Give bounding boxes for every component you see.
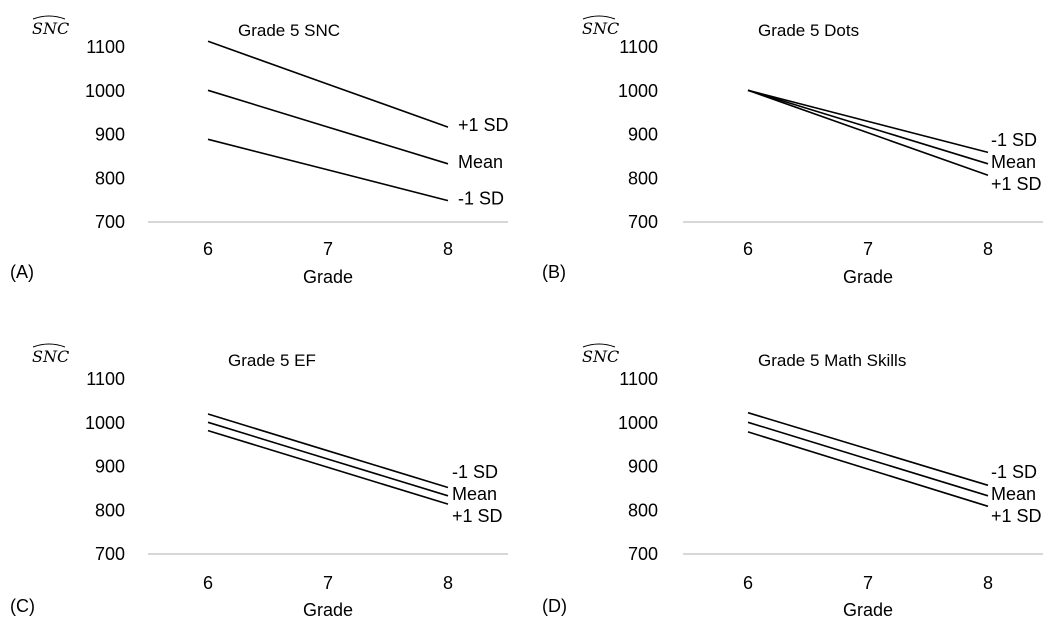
y-tick-label: 700	[628, 544, 658, 564]
series-line-mean	[207, 421, 449, 497]
series-label-plusminus-1-sd: +1 SD	[458, 115, 509, 135]
y-tick-label: 700	[95, 544, 125, 564]
x-axis-label: Grade	[843, 600, 893, 619]
y-tick-label: 800	[628, 500, 658, 520]
y-tick-label: 1100	[86, 37, 125, 57]
series-label-mean: Mean	[991, 484, 1036, 504]
series-label-plusminus-1-sd: +1 SD	[991, 174, 1042, 194]
panel-label: (D)	[542, 596, 567, 616]
y-axis-label-hat	[32, 343, 66, 348]
x-tick-label: 6	[743, 573, 753, 593]
chart-title: Grade 5 Dots	[758, 21, 859, 40]
y-tick-label: 1100	[619, 37, 658, 57]
y-tick-label: 900	[95, 125, 125, 145]
y-axis-label: SNC	[582, 19, 619, 38]
series-line-plusminus-1-sd	[207, 40, 449, 128]
y-axis-label: SNC	[32, 19, 69, 38]
series-line-mean	[207, 89, 449, 165]
y-axis-label: SNC	[582, 347, 619, 366]
x-tick-label: 8	[983, 573, 993, 593]
chart-title: Grade 5 EF	[228, 351, 316, 370]
y-tick-label: 900	[628, 125, 658, 145]
chart-panel-a: SNC Grade 5 SNC 1100 1000 900 800 700 6 7 8 Grade (…	[0, 0, 528, 300]
chart-title: Grade 5 SNC	[238, 21, 340, 40]
y-tick-label: 900	[628, 457, 658, 477]
panel-label: (C)	[10, 596, 35, 616]
chart-svg: SNC Grade 5 Math Skills 1100 1000 900 800 700 6…	[542, 343, 1043, 619]
y-tick-label: 1100	[619, 369, 658, 389]
y-axis-label-hat	[582, 15, 616, 20]
series-line-plusminus-1-sd	[747, 431, 989, 508]
series-label-minus-1-sd: -1 SD	[991, 462, 1037, 482]
y-tick-label: 700	[95, 212, 125, 232]
y-tick-label: 700	[628, 212, 658, 232]
series-label-mean: Mean	[991, 152, 1036, 172]
series-label-mean: Mean	[452, 484, 497, 504]
y-tick-label: 800	[95, 500, 125, 520]
series-line-plusminus-1-sd	[747, 89, 989, 176]
chart-panel-b: SNC Grade 5 Dots 1100 1000 900 800 700 6 7 8 Grade…	[540, 0, 1055, 300]
series-label-mean: Mean	[458, 152, 503, 172]
x-tick-label: 6	[203, 239, 213, 259]
x-tick-label: 7	[323, 239, 333, 259]
series-line-plusminus-1-sd	[207, 429, 449, 505]
y-tick-label: 1000	[618, 81, 658, 101]
y-tick-label: 800	[95, 168, 125, 188]
y-tick-label: 1100	[86, 369, 125, 389]
x-tick-label: 8	[983, 239, 993, 259]
series-label-minus-1-sd: -1 SD	[452, 462, 498, 482]
chart-panel-d: SNC Grade 5 Math Skills 1100 1000 900 800 700 6…	[540, 330, 1055, 619]
series-label-minus-1-sd: -1 SD	[991, 130, 1037, 150]
chart-title: Grade 5 Math Skills	[758, 351, 906, 370]
panel-label: (B)	[542, 262, 566, 282]
x-tick-label: 8	[443, 573, 453, 593]
x-tick-label: 6	[203, 573, 213, 593]
x-axis-label: Grade	[303, 267, 353, 287]
y-axis-label-hat	[582, 343, 616, 348]
y-tick-label: 1000	[85, 413, 125, 433]
series-line-minus-1-sd	[747, 89, 989, 154]
y-tick-label: 900	[95, 457, 125, 477]
x-axis-label: Grade	[303, 600, 353, 619]
series-line-minus-1-sd	[207, 138, 449, 202]
y-axis-label-hat	[32, 15, 66, 20]
series-line-minus-1-sd	[207, 413, 449, 489]
y-tick-label: 800	[628, 168, 658, 188]
chart-svg: SNC Grade 5 SNC 1100 1000 900 800 700 6 7 8 Grade (…	[10, 15, 509, 287]
panel-label: (A)	[10, 262, 34, 282]
x-tick-label: 7	[323, 573, 333, 593]
series-line-mean	[747, 89, 989, 165]
series-label-plusminus-1-sd: +1 SD	[452, 506, 503, 526]
chart-svg: SNC Grade 5 Dots 1100 1000 900 800 700 6 7 8 Grade…	[542, 15, 1043, 287]
series-line-mean	[747, 421, 989, 497]
series-label-minus-1-sd: -1 SD	[458, 189, 504, 209]
series-line-minus-1-sd	[747, 411, 989, 487]
chart-svg: SNC Grade 5 EF 1100 1000 900 800 700 6 7 8 Grade (C…	[10, 343, 508, 619]
chart-panel-c: SNC Grade 5 EF 1100 1000 900 800 700 6 7 8 Grade (C…	[0, 330, 528, 619]
y-tick-label: 1000	[85, 81, 125, 101]
x-axis-label: Grade	[843, 267, 893, 287]
x-tick-label: 7	[863, 573, 873, 593]
x-tick-label: 6	[743, 239, 753, 259]
series-label-plusminus-1-sd: +1 SD	[991, 506, 1042, 526]
x-tick-label: 8	[443, 239, 453, 259]
y-axis-label: SNC	[32, 347, 69, 366]
y-tick-label: 1000	[618, 413, 658, 433]
x-tick-label: 7	[863, 239, 873, 259]
